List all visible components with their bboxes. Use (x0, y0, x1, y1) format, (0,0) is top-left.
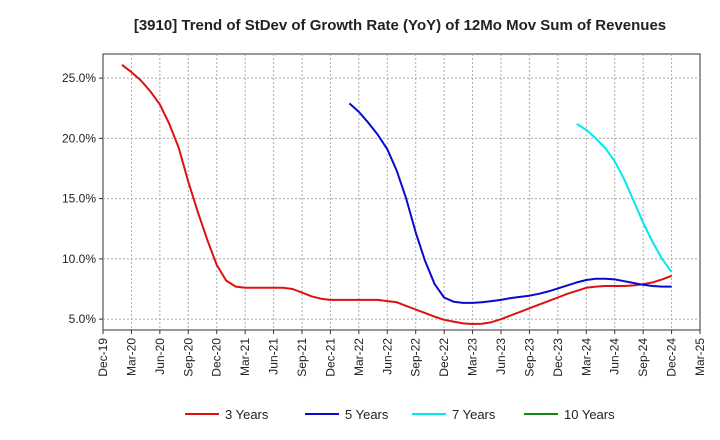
x-tick-label: Dec-21 (323, 338, 337, 377)
y-tick-label: 20.0% (62, 131, 96, 145)
y-tick-label: 5.0% (69, 312, 97, 326)
series-line-3-years (121, 64, 672, 325)
x-tick-label: Mar-23 (466, 338, 480, 376)
x-tick-label: Dec-22 (437, 338, 451, 377)
x-tick-label: Jun-24 (608, 338, 622, 375)
x-tick-label: Jun-20 (153, 338, 167, 375)
legend-label-10-years: 10 Years (564, 407, 615, 422)
legend-label-3-years: 3 Years (225, 407, 269, 422)
x-tick-label: Jun-22 (380, 338, 394, 375)
legend-label-5-years: 5 Years (345, 407, 389, 422)
x-tick-label: Sep-22 (409, 338, 423, 377)
series-line-5-years (348, 102, 672, 304)
x-tick-label: Jun-23 (494, 338, 508, 375)
x-tick-label: Sep-20 (181, 338, 195, 377)
chart-title: [3910] Trend of StDev of Growth Rate (Yo… (134, 17, 666, 34)
x-tick-label: Sep-24 (636, 338, 650, 377)
y-tick-label: 15.0% (62, 192, 96, 206)
x-tick-label: Dec-19 (96, 338, 110, 377)
y-tick-label: 25.0% (62, 71, 96, 85)
x-tick-label: Mar-22 (352, 338, 366, 376)
x-tick-label: Dec-20 (210, 338, 224, 377)
grid (103, 54, 700, 330)
x-tick-label: Sep-23 (522, 338, 536, 377)
plot-area (102, 53, 701, 331)
x-tick-label: Mar-20 (124, 338, 138, 376)
x-tick-label: Sep-21 (295, 338, 309, 377)
axes: Dec-19 Mar-20 Jun-20 Sep-20 Dec-20 Mar-21 Jun-… (62, 71, 707, 377)
legend-label-7-years: 7 Years (452, 407, 496, 422)
x-tick-label: Mar-21 (238, 338, 252, 376)
series-lines (121, 64, 673, 325)
y-tick-label: 10.0% (62, 252, 96, 266)
series-line-7-years (576, 123, 673, 273)
x-tick-label: Dec-23 (551, 338, 565, 377)
x-tick-label: Mar-24 (579, 338, 593, 376)
legend: 3 Years 5 Years 7 Years 10 Years (185, 407, 615, 422)
x-tick-label: Mar-25 (693, 338, 707, 376)
x-tick-label: Jun-21 (267, 338, 281, 375)
x-tick-label: Dec-24 (665, 338, 679, 377)
